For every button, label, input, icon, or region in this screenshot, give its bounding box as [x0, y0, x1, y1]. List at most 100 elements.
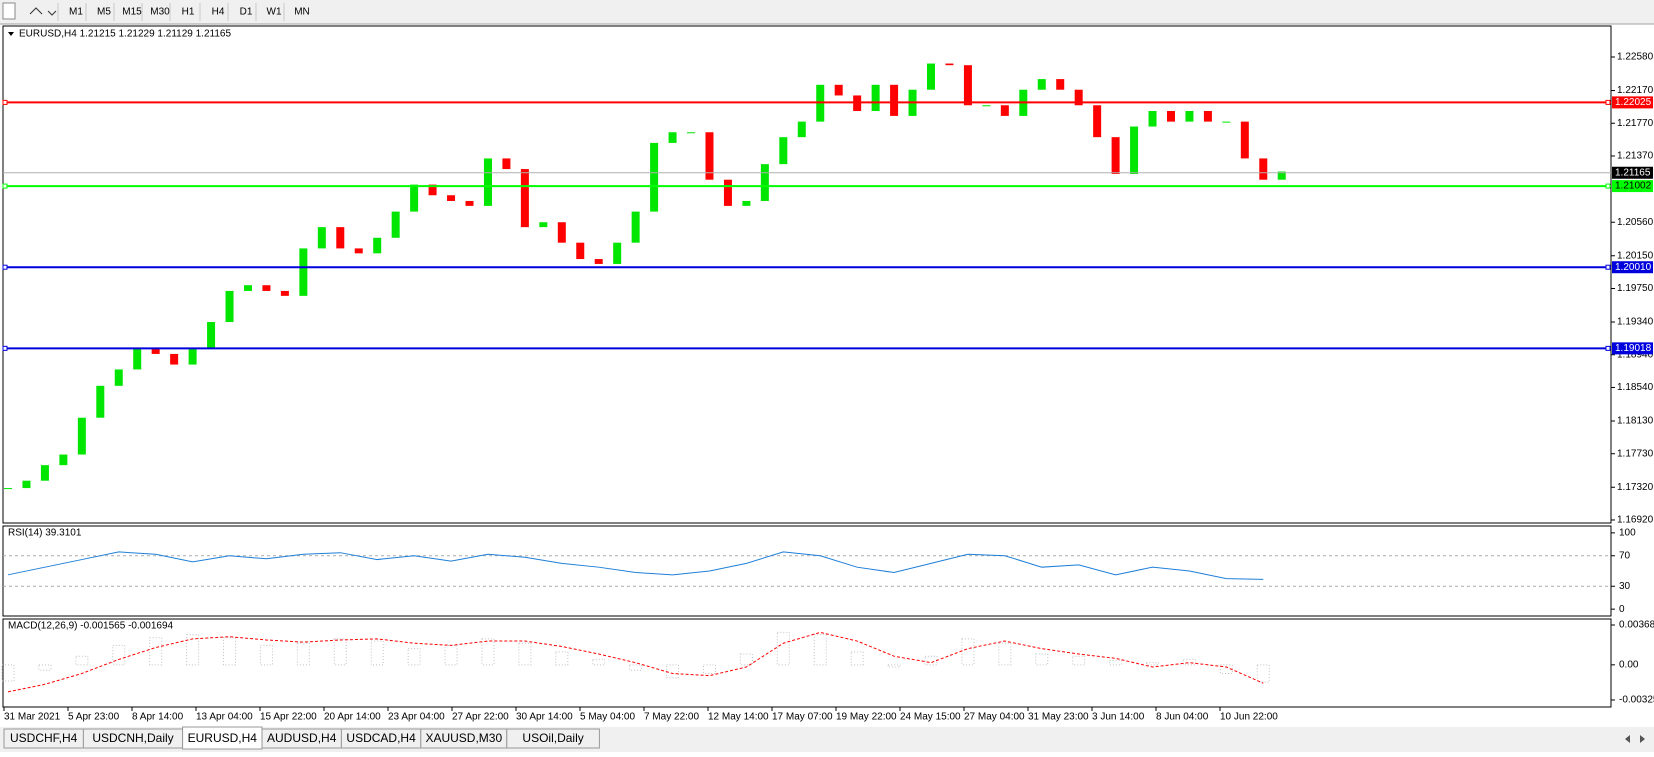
candle [391, 211, 400, 238]
candle [1240, 121, 1249, 159]
y-tick-label: 1.19750 [1617, 283, 1654, 294]
candle [576, 242, 585, 260]
macd-bar [998, 642, 1012, 666]
level-label: 1.19018 [1615, 343, 1652, 354]
candle [262, 285, 271, 291]
candle [1074, 89, 1083, 106]
tab-scroll[interactable] [1625, 735, 1645, 743]
timeframe-button[interactable]: M15 [122, 7, 142, 18]
macd-bar [887, 664, 901, 668]
macd-bar [666, 664, 680, 679]
level-handle[interactable] [2, 183, 8, 189]
candle [945, 63, 954, 66]
y-tick-label: 100 [1619, 528, 1636, 539]
candle [280, 290, 289, 296]
tab-label[interactable]: USDCAD,H4 [346, 731, 416, 745]
candle [299, 248, 308, 296]
y-tick-label: 0.003686 [1619, 620, 1654, 631]
date-label: 12 May 14:00 [708, 712, 769, 723]
candle [465, 200, 474, 206]
candle [1037, 79, 1046, 90]
candle [354, 248, 363, 254]
level-handle[interactable] [2, 345, 8, 351]
y-tick-label: 0 [1619, 604, 1625, 615]
tab-label[interactable]: USDCNH,Daily [92, 731, 173, 745]
level-handle[interactable] [1605, 183, 1611, 189]
candle [668, 132, 677, 143]
y-tick-label: -0.00325 [1619, 695, 1654, 706]
tab-label[interactable]: AUDUSD,H4 [267, 731, 337, 745]
level-handle[interactable] [1605, 264, 1611, 270]
candle [1130, 126, 1139, 174]
candle [982, 105, 991, 107]
level-label-box [1612, 96, 1653, 109]
date-label: 27 May 04:00 [964, 712, 1025, 723]
timeframe-button[interactable]: M1 [69, 7, 83, 18]
level-handle[interactable] [1605, 99, 1611, 105]
tab-label[interactable]: EURUSD,H4 [188, 731, 258, 745]
rsi-panel [2, 525, 1612, 617]
date-label: 8 Jun 04:00 [1156, 712, 1209, 723]
candle [428, 184, 437, 196]
macd-bar [1182, 658, 1196, 666]
date-label: 27 Apr 22:00 [452, 712, 509, 723]
macd-bar [776, 631, 790, 666]
candle [188, 349, 197, 365]
timeframe-button[interactable]: D1 [240, 7, 253, 18]
candle [1111, 137, 1120, 174]
date-label: 15 Apr 22:00 [260, 712, 317, 723]
timeframe-button[interactable]: W1 [267, 7, 282, 18]
candle [963, 65, 972, 106]
date-label: 31 Mar 2021 [4, 712, 61, 723]
candle [114, 369, 123, 386]
timeframe-button[interactable]: H4 [212, 7, 225, 18]
candle [483, 158, 492, 206]
macd-bar [555, 651, 569, 666]
candle [225, 290, 234, 323]
toolbar-icon[interactable] [29, 7, 57, 16]
macd-bar [223, 637, 237, 666]
toolbar-icon[interactable] [2, 2, 16, 20]
candle [539, 222, 548, 228]
y-tick-label: 1.18940 [1617, 349, 1654, 360]
tab[interactable] [506, 728, 600, 749]
timeframe-button[interactable]: M5 [97, 7, 111, 18]
macd-bar [481, 638, 495, 666]
rsi-line [7, 551, 1264, 580]
candle [797, 121, 806, 138]
candle [447, 195, 456, 201]
candle [613, 242, 622, 264]
tab-label[interactable]: XAUUSD,M30 [425, 731, 502, 745]
candle [22, 480, 31, 489]
macd-bar [961, 638, 975, 666]
chart-header: EURUSD,H4 1.21215 1.21229 1.21129 1.2116… [19, 29, 231, 40]
candle [594, 259, 603, 264]
tab-label[interactable]: USDCHF,H4 [10, 731, 78, 745]
candle [207, 322, 216, 350]
level-handle[interactable] [2, 264, 8, 270]
candle [742, 200, 751, 206]
macd-bar [1256, 664, 1270, 683]
macd-bar [813, 634, 827, 666]
y-tick-label: 1.17730 [1617, 448, 1654, 459]
candle [502, 158, 511, 170]
candle [779, 137, 788, 165]
macd-title: MACD(12,26,9) -0.001565 -0.001694 [8, 621, 174, 632]
candle [1277, 171, 1286, 180]
timeframe-button[interactable]: H1 [182, 7, 195, 18]
timeframe-button[interactable]: MN [294, 7, 310, 18]
level-handle[interactable] [2, 99, 8, 105]
macd-bar [1146, 662, 1160, 666]
candle [1093, 105, 1102, 138]
macd-bar [186, 634, 200, 666]
level-label: 1.21002 [1615, 181, 1652, 192]
panel-arrow [8, 32, 14, 36]
candle [336, 227, 345, 249]
level-handle[interactable] [1605, 345, 1611, 351]
candle [59, 454, 68, 466]
date-label: 13 Apr 04:00 [196, 712, 253, 723]
tab-label[interactable]: USOil,Daily [522, 731, 583, 745]
candle [1203, 110, 1212, 122]
timeframe-button[interactable]: M30 [150, 7, 170, 18]
